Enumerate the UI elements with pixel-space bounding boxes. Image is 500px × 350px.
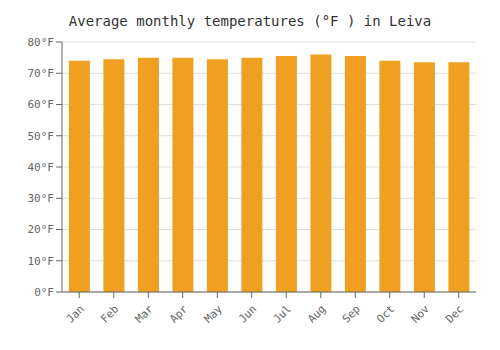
svg-text:Jun: Jun bbox=[236, 302, 259, 325]
svg-text:Dec: Dec bbox=[443, 302, 466, 325]
svg-text:40°F: 40°F bbox=[28, 161, 55, 174]
svg-text:30°F: 30°F bbox=[28, 192, 55, 205]
svg-text:50°F: 50°F bbox=[28, 130, 55, 143]
svg-text:Jan: Jan bbox=[64, 302, 87, 325]
svg-text:Sep: Sep bbox=[340, 302, 363, 325]
svg-text:Jul: Jul bbox=[271, 302, 294, 325]
svg-text:May: May bbox=[202, 302, 226, 326]
svg-text:Mar: Mar bbox=[133, 302, 157, 326]
svg-text:20°F: 20°F bbox=[28, 223, 55, 236]
svg-text:60°F: 60°F bbox=[28, 98, 55, 111]
svg-text:80°F: 80°F bbox=[28, 36, 55, 49]
html-text:Average monthly temperatures (: Average monthly temperatures (°F ) in Le… bbox=[68, 13, 432, 29]
svg-text:10°F: 10°F bbox=[28, 255, 55, 268]
svg-text:0°F: 0°F bbox=[34, 286, 54, 299]
svg-text:Feb: Feb bbox=[98, 302, 121, 325]
svg-text:70°F: 70°F bbox=[28, 67, 55, 80]
svg-text:Nov: Nov bbox=[409, 302, 433, 326]
svg-text:Aug: Aug bbox=[305, 302, 328, 325]
svg-text:Oct: Oct bbox=[374, 302, 397, 325]
svg-text:Apr: Apr bbox=[167, 302, 191, 326]
